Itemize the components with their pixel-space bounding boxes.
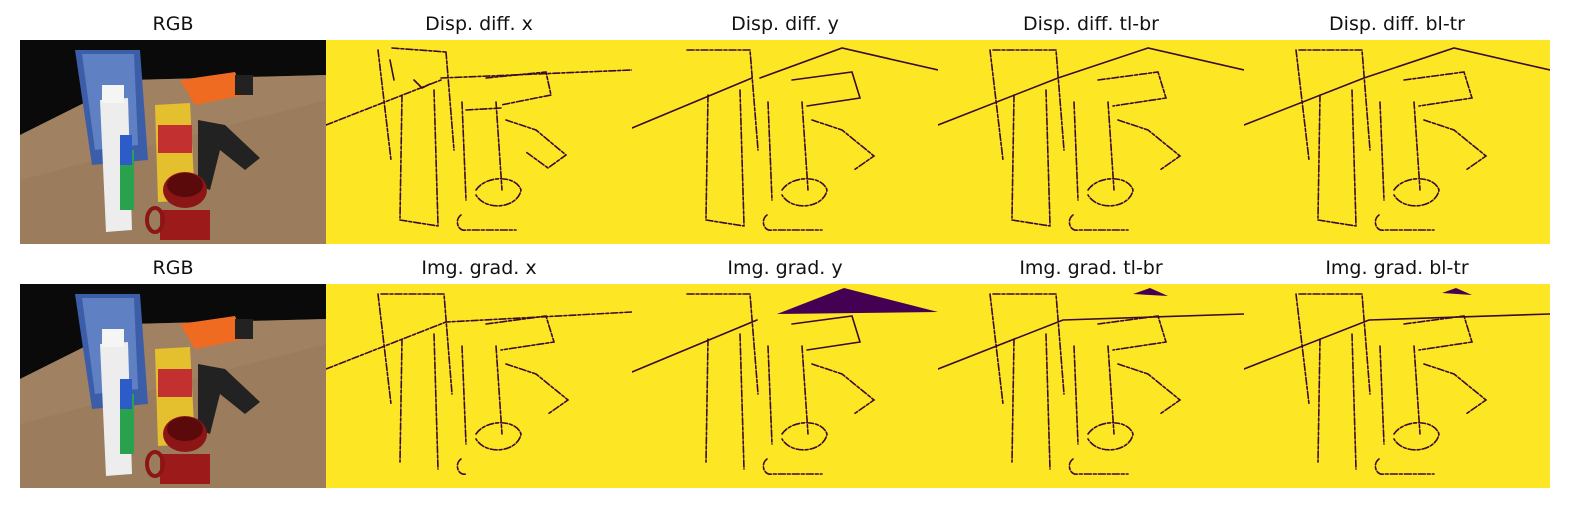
disp-diff-y-map bbox=[632, 40, 938, 244]
panel-title: Disp. diff. tl-br bbox=[1023, 13, 1159, 35]
panel-disp-diff-bl-tr: Disp. diff. bl-tr bbox=[1244, 10, 1550, 250]
panel-disp-diff-y: Disp. diff. y bbox=[632, 10, 938, 250]
figure-grid: RGB Disp. diff. x bbox=[20, 10, 1550, 490]
panel-img-grad-tl-br: Img. grad. tl-br bbox=[938, 254, 1244, 494]
panel-title: Disp. diff. bl-tr bbox=[1329, 13, 1465, 35]
disp-diff-bl-tr-map bbox=[1244, 40, 1550, 244]
disp-diff-tl-br-map bbox=[938, 40, 1244, 244]
panel-title: RGB bbox=[152, 257, 194, 279]
panel-img-grad-bl-tr: Img. grad. bl-tr bbox=[1244, 254, 1550, 494]
panel-title: Disp. diff. x bbox=[425, 13, 533, 35]
wedge-region bbox=[1133, 288, 1168, 296]
panel-title: Img. grad. bl-tr bbox=[1325, 257, 1469, 279]
img-grad-bl-tr-map bbox=[1244, 284, 1550, 488]
panel-title: Img. grad. y bbox=[727, 257, 843, 279]
wedge-region bbox=[1442, 288, 1472, 295]
rgb-image bbox=[20, 284, 326, 488]
panel-title: Img. grad. tl-br bbox=[1019, 257, 1163, 279]
img-grad-y-map bbox=[632, 284, 938, 488]
panel-disp-diff-x: Disp. diff. x bbox=[326, 10, 632, 250]
panel-rgb-bottom: RGB bbox=[20, 254, 326, 494]
panel-disp-diff-tl-br: Disp. diff. tl-br bbox=[938, 10, 1244, 250]
panel-title: Img. grad. x bbox=[421, 257, 537, 279]
panel-img-grad-x: Img. grad. x bbox=[326, 254, 632, 494]
panel-title: Disp. diff. y bbox=[731, 13, 839, 35]
panel-img-grad-y: Img. grad. y bbox=[632, 254, 938, 494]
panel-title: RGB bbox=[152, 13, 194, 35]
rgb-image bbox=[20, 40, 326, 244]
wedge-region bbox=[777, 288, 938, 314]
disp-diff-x-map bbox=[326, 40, 632, 244]
panel-rgb-top: RGB bbox=[20, 10, 326, 250]
img-grad-x-map bbox=[326, 284, 632, 488]
img-grad-tl-br-map bbox=[938, 284, 1244, 488]
